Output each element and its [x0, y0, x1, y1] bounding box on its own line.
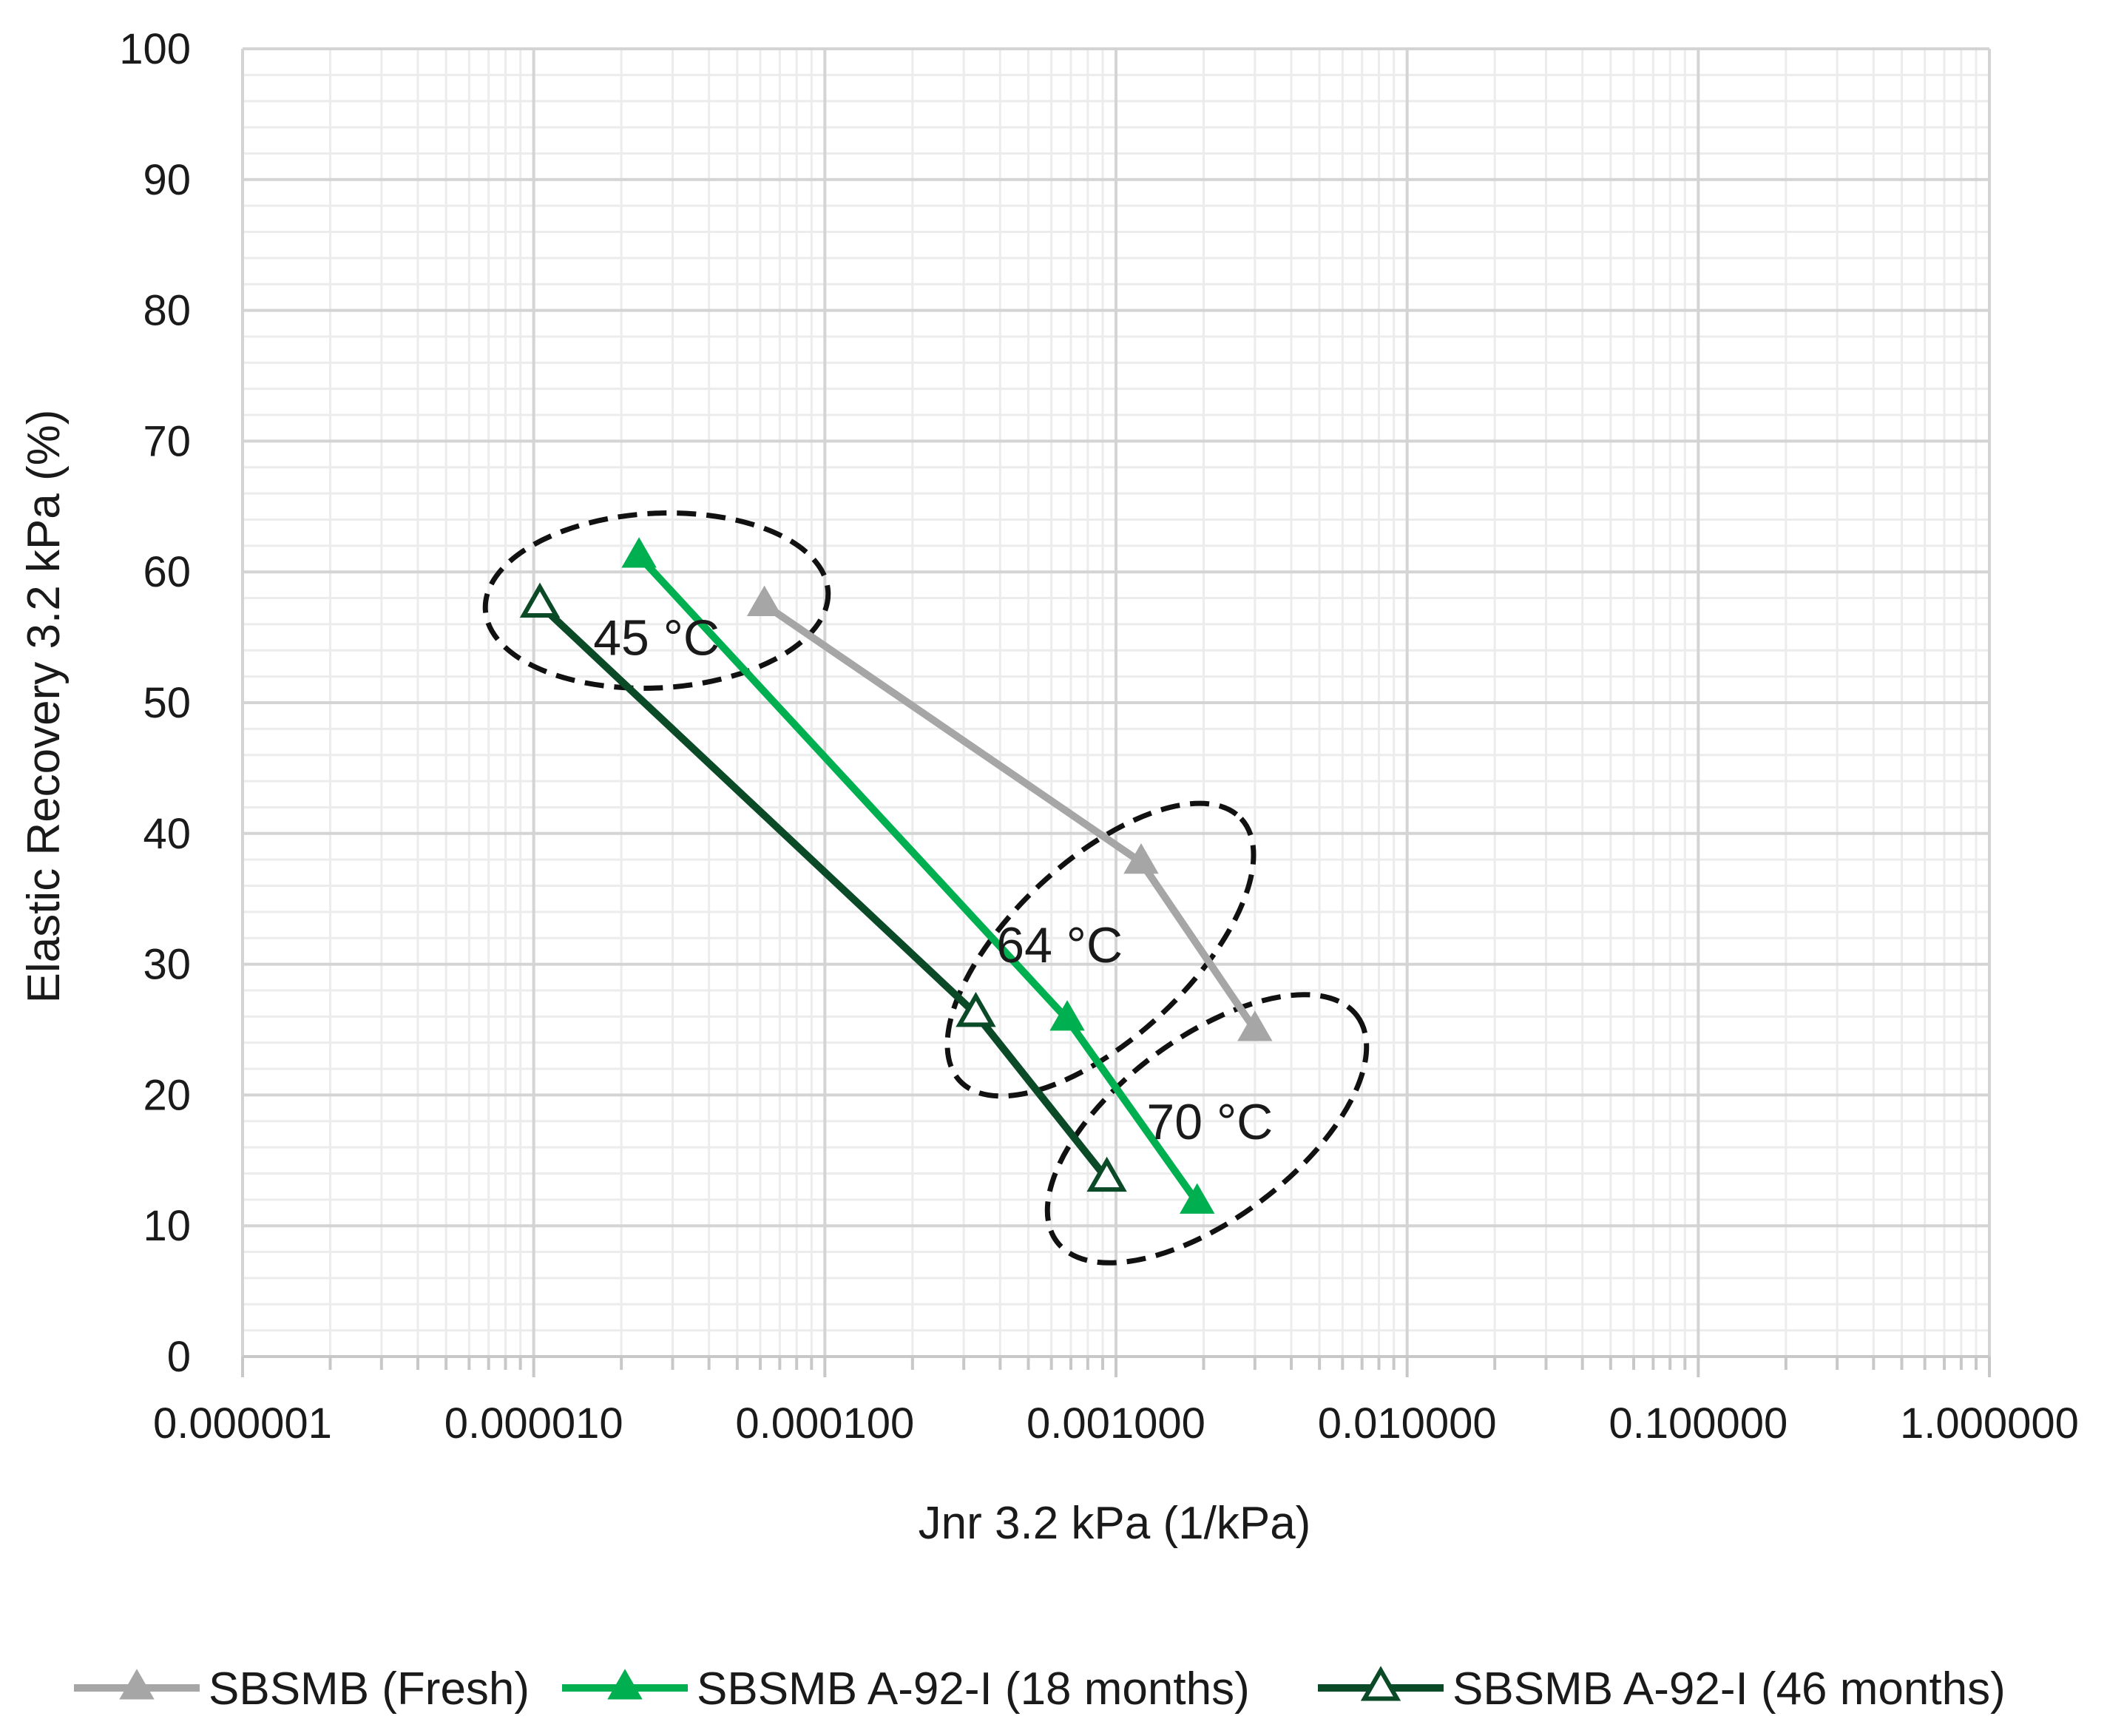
legend-marker — [607, 1669, 643, 1700]
legend-marker — [1360, 1666, 1401, 1701]
x-tick-label: 0.001000 — [1027, 1399, 1205, 1448]
temperature-ellipse — [482, 510, 831, 691]
x-tick-label: 0.000001 — [153, 1399, 332, 1448]
series-marker-1 — [621, 537, 657, 568]
annotation-label: 64 °C — [996, 917, 1123, 973]
series-marker-0 — [746, 585, 782, 616]
legend-marker — [119, 1669, 155, 1700]
y-tick-label: 10 — [143, 1202, 191, 1250]
series-marker-1 — [1049, 1000, 1085, 1031]
axis-lines — [241, 1355, 1991, 1377]
series-marker-1 — [1180, 1183, 1215, 1214]
legend-label: SBSMB A-92-I (18 months) — [697, 1664, 1250, 1715]
major-gridlines — [241, 47, 1991, 1357]
y-tick-label: 40 — [143, 810, 191, 858]
y-axis-title: Elastic Recovery 3.2 kPa (%) — [18, 410, 70, 1004]
y-tick-label: 80 — [143, 287, 191, 335]
y-tick-label: 70 — [143, 417, 191, 465]
annotation-label: 70 °C — [1146, 1094, 1273, 1150]
legend-entry: SBSMB (Fresh) — [74, 1664, 530, 1715]
legend-entry: SBSMB A-92-I (46 months) — [1318, 1664, 2006, 1715]
x-tick-label: 0.100000 — [1609, 1399, 1788, 1448]
legend-label: SBSMB A-92-I (46 months) — [1452, 1664, 2006, 1715]
x-axis-title: Jnr 3.2 kPa (1/kPa) — [919, 1498, 1311, 1549]
y-tick-label: 100 — [119, 25, 191, 73]
legend-entry: SBSMB A-92-I (18 months) — [562, 1664, 1250, 1715]
series-marker-2 — [1086, 1156, 1127, 1192]
temperature-ellipse — [1044, 992, 1370, 1266]
x-tick-labels: 0.000001 0.000010 0.000100 0.001000 0.010000… — [153, 1399, 2079, 1448]
temperature-ellipses — [482, 510, 1370, 1266]
series-marker-2 — [956, 992, 996, 1027]
x-tick-label: 0.010000 — [1318, 1399, 1497, 1448]
y-tick-label: 60 — [143, 548, 191, 596]
series-layer — [519, 537, 1273, 1214]
x-tick-label: 0.000010 — [444, 1399, 623, 1448]
y-tick-labels: 0 10 20 30 40 50 60 70 80 90 100 — [119, 25, 191, 1381]
series-marker-0 — [1123, 842, 1159, 874]
y-tick-label: 50 — [143, 679, 191, 727]
annotations: 45 °C 64 °C 70 °C — [593, 610, 1273, 1150]
series-marker-0 — [1237, 1010, 1273, 1041]
x-tick-label: 0.000100 — [735, 1399, 914, 1448]
y-tick-label: 90 — [143, 156, 191, 204]
legend-label: SBSMB (Fresh) — [209, 1664, 530, 1715]
x-tick-label: 1.000000 — [1900, 1399, 2079, 1448]
y-tick-label: 30 — [143, 941, 191, 989]
annotation-label: 45 °C — [593, 610, 720, 666]
series-marker-2 — [519, 582, 561, 618]
legend: SBSMB (Fresh) SBSMB A-92-I (18 months) SBS… — [74, 1664, 2006, 1715]
temperature-ellipse — [944, 800, 1257, 1099]
y-tick-label: 20 — [143, 1071, 191, 1119]
y-tick-label: 0 — [167, 1333, 191, 1381]
series-line-1 — [636, 553, 1200, 1205]
